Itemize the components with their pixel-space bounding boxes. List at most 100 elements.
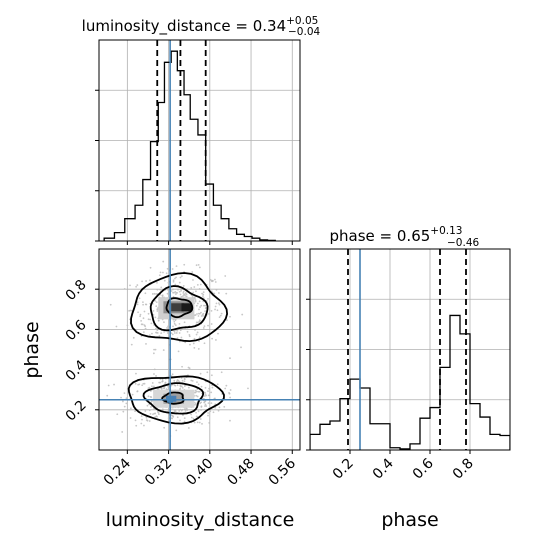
2d-sample-point: [172, 280, 175, 283]
2d-sample-point: [188, 367, 191, 370]
2d-sample-point: [180, 336, 183, 339]
2d-sample-point: [214, 397, 216, 400]
2d-sample-point: [147, 395, 150, 398]
2d-sample-point: [202, 327, 205, 329]
2d-sample-point: [178, 322, 181, 325]
2d-sample-point: [161, 380, 164, 383]
2d-sample-point: [123, 392, 126, 395]
2d-sample-point: [162, 387, 165, 389]
2d-x-tick-label: 0.48: [225, 456, 258, 489]
2d-sample-point: [178, 332, 181, 334]
panel-2d: 0.24 0.32 0.40 0.48 0.56 0.2 0.4 0.6 0.8 lumino…: [21, 248, 301, 531]
2d-sample-point: [155, 327, 157, 330]
2d-sample-point: [240, 346, 242, 349]
2d-ticks: [95, 288, 293, 454]
2d-sample-point: [229, 389, 232, 391]
2d-sample-point: [176, 416, 179, 419]
2d-sample-point: [173, 332, 176, 334]
2d-sample-point: [163, 279, 166, 282]
2d-sample-point: [229, 419, 231, 422]
2d-x-tick-label: 0.40: [183, 456, 216, 489]
2d-sample-point: [157, 319, 160, 322]
2d-sample-point: [199, 372, 202, 375]
2d-sample-point: [186, 330, 189, 333]
2d-sample-point: [191, 379, 194, 382]
2d-sample-point: [158, 274, 161, 277]
2d-sample-point: [136, 301, 139, 304]
2d-truth-marker: [167, 396, 174, 403]
2d-sample-point: [183, 417, 186, 419]
2d-sample-point: [167, 335, 170, 338]
2d-sample-point: [156, 308, 159, 311]
2d-sample-point: [203, 304, 205, 307]
2d-sample-point: [194, 402, 197, 405]
ld-title: luminosity_distance = 0.34+0.05: [82, 15, 319, 36]
2d-sample-point: [165, 272, 168, 275]
2d-contour: [165, 297, 194, 319]
2d-sample-point: [161, 450, 163, 452]
2d-sample-point: [163, 330, 165, 333]
2d-sample-point: [149, 266, 152, 269]
2d-sample-point: [190, 379, 193, 382]
2d-sample-point: [207, 324, 209, 327]
phase-x-tick-label: 0.4: [370, 455, 397, 482]
2d-sample-point: [177, 288, 179, 291]
2d-sample-point: [197, 315, 200, 317]
2d-sample-point: [214, 406, 217, 409]
2d-sample-point: [176, 384, 179, 387]
2d-sample-point: [207, 412, 210, 414]
2d-sample-point: [157, 413, 160, 416]
2d-sample-point: [157, 388, 160, 390]
ld-ticks: [95, 89, 293, 245]
2d-sample-point: [179, 384, 182, 387]
2d-sample-point: [121, 431, 124, 433]
phase-x-tick-label: 0.2: [330, 456, 357, 483]
2d-sample-point: [194, 300, 197, 303]
2d-sample-point: [207, 297, 209, 300]
2d-sample-point: [166, 267, 169, 270]
2d-sample-point: [186, 409, 189, 411]
2d-sample-point: [184, 384, 187, 387]
2d-sample-point: [136, 284, 139, 286]
2d-sample-point: [182, 295, 184, 298]
2d-sample-point: [184, 341, 187, 344]
2d-x-tick-labels: 0.24 0.32 0.40 0.48 0.56: [101, 455, 299, 488]
2d-sample-point: [134, 410, 137, 413]
phase-quantile-lines: [347, 249, 467, 450]
2d-sample-point: [151, 293, 154, 295]
2d-sample-point: [204, 400, 207, 403]
2d-sample-point: [130, 343, 133, 346]
2d-sample-point: [196, 421, 199, 424]
2d-sample-point: [159, 288, 162, 291]
2d-sample-point: [153, 373, 155, 375]
2d-sample-point: [217, 292, 220, 294]
2d-sample-point: [129, 417, 132, 419]
2d-sample-point: [140, 415, 143, 418]
2d-sample-point: [225, 384, 228, 387]
2d-sample-point: [142, 331, 145, 334]
2d-sample-point: [176, 337, 179, 340]
2d-sample-point: [196, 381, 198, 384]
2d-sample-point: [220, 371, 223, 374]
2d-sample-point: [196, 302, 199, 305]
2d-sample-point: [163, 321, 165, 324]
2d-sample-point: [196, 395, 199, 398]
2d-sample-point: [175, 265, 178, 268]
2d-y-tick-label: 0.8: [63, 277, 90, 304]
2d-sample-point: [181, 387, 184, 389]
2d-sample-point: [174, 410, 177, 412]
2d-sample-point: [128, 309, 130, 312]
2d-sample-point: [173, 384, 176, 387]
2d-sample-point: [179, 387, 182, 390]
2d-sample-point: [197, 410, 200, 413]
2d-sample-point: [179, 419, 181, 422]
2d-sample-point: [155, 375, 157, 377]
2d-sample-point: [196, 313, 198, 315]
2d-sample-point: [200, 409, 202, 411]
2d-sample-point: [194, 329, 196, 331]
2d-sample-point: [155, 301, 158, 304]
2d-sample-point: [193, 286, 196, 288]
2d-sample-point: [229, 396, 232, 399]
2d-sample-point: [141, 323, 144, 326]
